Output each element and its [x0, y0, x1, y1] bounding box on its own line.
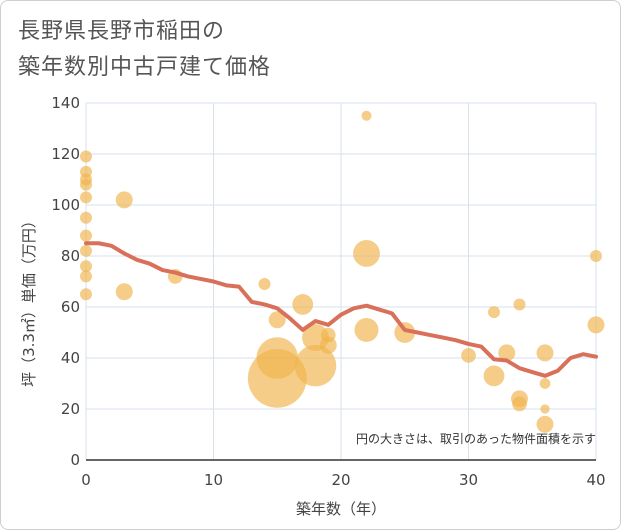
bubble-37: [536, 415, 554, 433]
bubble-36: [540, 404, 550, 414]
x-tick-label-3: 30: [459, 471, 478, 489]
bubble-6: [80, 229, 92, 242]
bubble-29: [483, 365, 505, 387]
bubble-30: [498, 344, 516, 362]
y-axis-label: 坪（3.3㎡）単価（万円）: [20, 213, 38, 387]
y-axis-ticks: 0 20 40 60 80 100 120 140: [51, 94, 80, 469]
bubble-35: [539, 378, 551, 389]
size-note: 円の大きさは、取引のあった物件面積を示す: [356, 431, 596, 446]
bubble-series: [80, 110, 605, 433]
bubble-25: [354, 317, 379, 342]
chart-title: 長野県長野市稲田の 築年数別中古戸建て価格: [18, 14, 271, 86]
bubble-33: [512, 396, 527, 412]
bubble-23: [361, 110, 372, 121]
bubble-7: [80, 244, 92, 257]
x-tick-label-1: 10: [204, 471, 223, 489]
bubble-27: [461, 348, 476, 363]
bubble-12: [115, 283, 133, 301]
bubble-22: [319, 336, 337, 354]
y-tick-label-1: 20: [61, 400, 80, 418]
x-tick-label-2: 20: [331, 471, 350, 489]
bubble-28: [488, 306, 500, 319]
bubble-3: [80, 178, 92, 191]
bubble-8: [80, 260, 92, 273]
bubble-5: [80, 211, 92, 224]
x-axis-ticks: 0 10 20 30 40: [81, 471, 605, 489]
y-tick-label-6: 120: [51, 145, 80, 163]
bubble-14: [258, 278, 271, 291]
trend-series: [84, 241, 598, 378]
bubble-9: [80, 270, 92, 283]
y-tick-label-2: 40: [61, 349, 80, 367]
bubble-34: [536, 344, 554, 362]
bubble-31: [513, 298, 526, 311]
bubble-4: [80, 191, 92, 204]
bubble-24: [353, 240, 380, 267]
chart-title-line-1: 長野県長野市稲田の: [18, 19, 226, 44]
bubble-17: [247, 349, 307, 408]
y-tick-label-4: 80: [61, 247, 80, 265]
x-tick-label-4: 40: [586, 471, 605, 489]
bubble-10: [80, 288, 92, 301]
x-tick-label-0: 0: [81, 471, 91, 489]
y-tick-label-7: 140: [51, 94, 80, 112]
bubble-0: [80, 150, 92, 163]
bubble-11: [115, 191, 133, 209]
y-tick-label-5: 100: [51, 196, 80, 214]
bubble-39: [587, 316, 605, 334]
chart-title-line-2: 築年数別中古戸建て価格: [18, 55, 272, 80]
bubble-15: [268, 311, 286, 329]
bubble-38: [590, 250, 602, 262]
trend-line: [84, 241, 598, 378]
bubble-18: [292, 294, 314, 315]
bubble-26: [394, 322, 416, 343]
y-tick-label-3: 60: [61, 298, 80, 316]
bubble-20: [294, 344, 337, 387]
x-axis-label: 築年数（年）: [296, 500, 386, 518]
y-tick-label-0: 0: [70, 451, 80, 469]
